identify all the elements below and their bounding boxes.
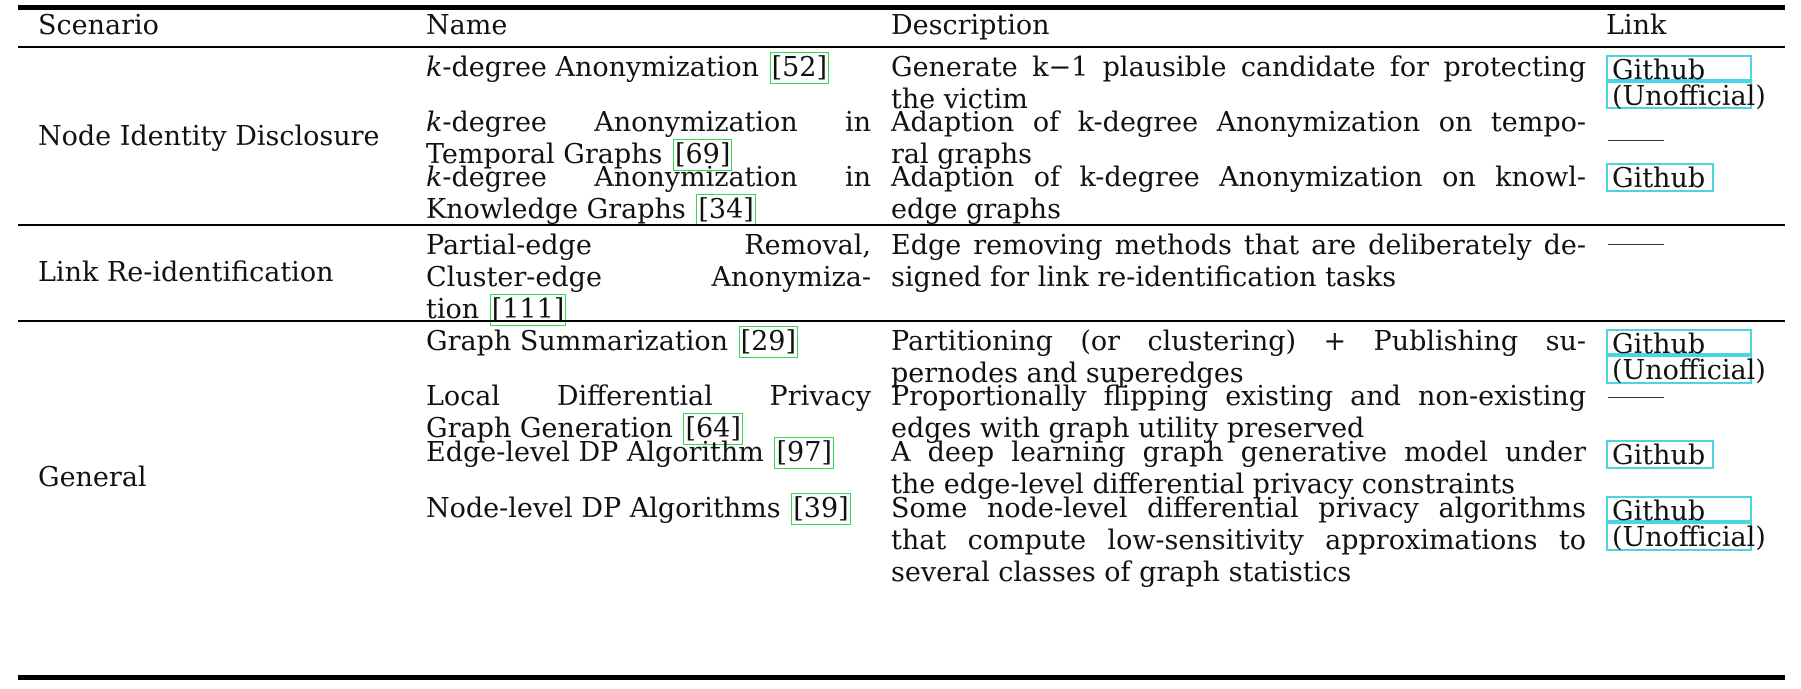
citation-52[interactable]: [52] [769,52,829,84]
description-line: edges with graph utility preserved [891,413,1365,444]
name-k-degree-temporal: k-degree Anonymization in Temporal Graph… [426,107,871,171]
name-node-level-dp: Node-level DP Algorithms [39] [426,493,851,525]
description-k-degree-anonymization: Generate k−1 plausible candidate for pro… [891,52,1586,116]
description-k-degree-knowledge: Adaption of k-degree Anonymization on kn… [891,162,1586,226]
description-line: ral graphs [891,139,1033,170]
description-k-degree-temporal: Adaption of k-degree Anonymization on te… [891,107,1586,171]
description-line: pernodes and superedges [891,358,1244,389]
no-link-dash [1608,397,1664,398]
citation-29[interactable]: [29] [738,326,799,358]
description-line: the victim [891,84,1028,115]
group-rule [18,320,1785,322]
citation-64[interactable]: [64] [683,413,743,445]
header-description: Description [891,10,1050,41]
description-line: edge graphs [891,194,1061,225]
github-link[interactable]: Github [1606,163,1714,193]
description-line: Adaption of k-degree Anonymization on kn… [891,162,1586,193]
description-line: Adaption of k-degree Anonymization on te… [891,107,1586,138]
description-line: Edge removing methods that are deliberat… [891,230,1586,261]
header-scenario: Scenario [38,10,159,41]
citation-111[interactable]: [111] [489,294,567,326]
description-line: Generate k−1 plausible candidate for pro… [891,52,1586,83]
name-partial-edge-removal: Partial-edge Removal, Cluster-edge Anony… [426,230,871,326]
no-link-dash [1608,140,1664,141]
citation-97[interactable]: [97] [774,437,834,469]
name-edge-level-dp: Edge-level DP Algorithm [97] [426,437,834,469]
citation-69[interactable]: [69] [672,139,733,171]
description-edge-removing: Edge removing methods that are deliberat… [891,230,1586,294]
citation-39[interactable]: [39] [791,493,851,525]
description-line: that compute low-sensitivity approximati… [891,525,1586,556]
scenario-link-reidentification: Link Re-identification [38,257,334,288]
description-line: Proportionally flipping existing and non… [891,381,1586,412]
name-local-differential-privacy: Local Differential Privacy Graph Generat… [426,381,871,445]
description-node-level-dp: Some node-level differential privacy alg… [891,493,1586,589]
description-line: several classes of graph statistics [891,557,1352,588]
paper-table: Scenario Name Description Link Node Iden… [18,0,1785,689]
github-link[interactable]: Github [1606,55,1752,85]
description-line: the edge-level differential privacy cons… [891,469,1516,500]
name-graph-summarization: Graph Summarization [29] [426,326,799,358]
group-rule [18,224,1785,226]
name-k-degree-anonymization: k-degree Anonymization [52] [426,52,829,84]
unofficial-link[interactable]: (Unofficial) [1606,522,1766,552]
name-k-degree-knowledge: k-degree Anonymization in Knowledge Grap… [426,162,871,226]
description-line: Some node-level differential privacy alg… [891,493,1586,524]
description-line: Partitioning (or clustering) + Publishin… [891,326,1586,357]
header-rule [18,46,1785,48]
unofficial-link[interactable]: (Unofficial) [1606,355,1766,385]
header-name: Name [426,10,508,41]
github-link[interactable]: Github [1606,440,1714,470]
scenario-general: General [38,462,147,493]
description-proportional-flipping: Proportionally flipping existing and non… [891,381,1586,445]
no-link-dash [1608,244,1664,245]
description-graph-summarization: Partitioning (or clustering) + Publishin… [891,326,1586,390]
unofficial-link[interactable]: (Unofficial) [1606,81,1766,111]
github-link[interactable]: Github [1606,496,1752,526]
description-line: signed for link re-identification tasks [891,262,1397,293]
scenario-node-identity-disclosure: Node Identity Disclosure [38,121,380,152]
table-bottom-rule [18,675,1785,680]
table-top-rule [18,5,1785,10]
citation-34[interactable]: [34] [696,194,756,226]
header-link: Link [1606,10,1667,41]
github-link[interactable]: Github [1606,329,1752,359]
description-line: A deep learning graph generative model u… [891,437,1586,468]
description-edge-level-dp: A deep learning graph generative model u… [891,437,1586,501]
